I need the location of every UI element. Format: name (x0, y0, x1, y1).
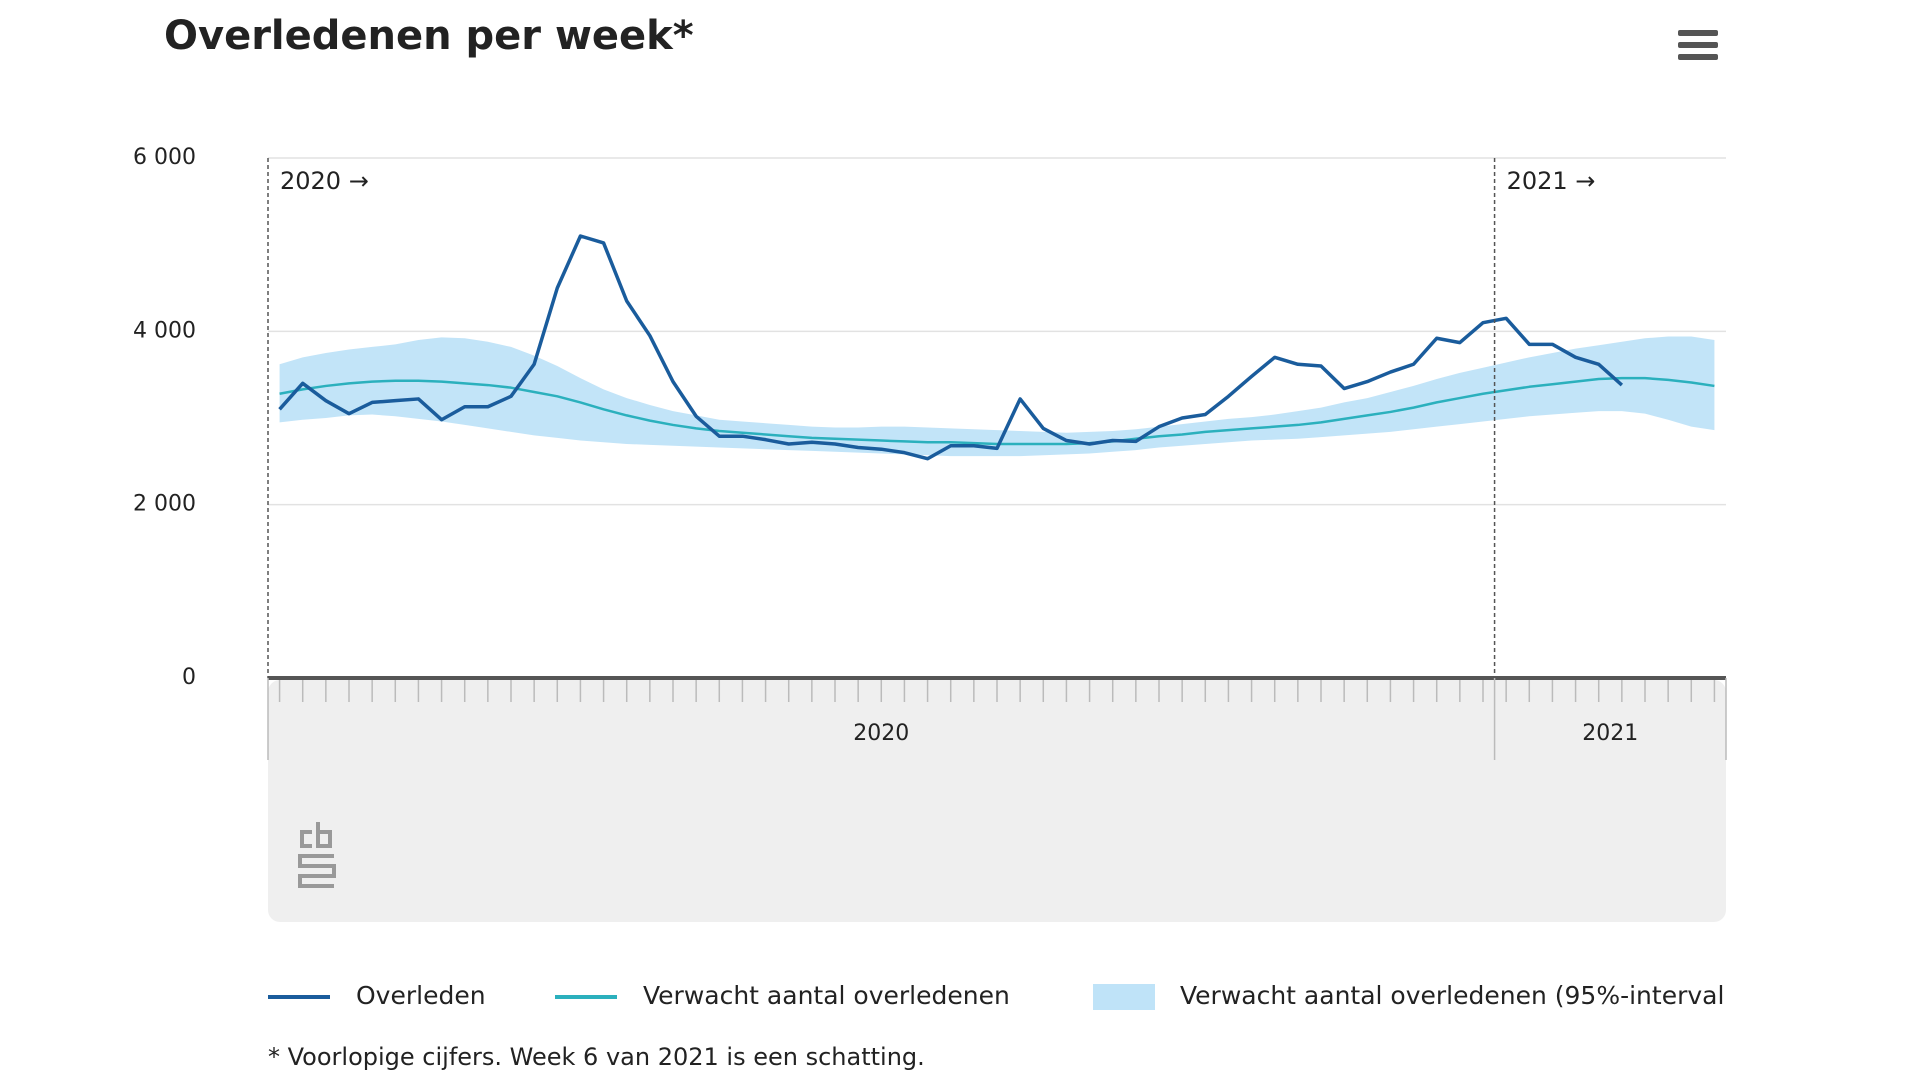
menu-bar (1678, 54, 1718, 60)
y-tick-label: 4 000 (133, 318, 196, 343)
footnote: * Voorlopige cijfers. Week 6 van 2021 is… (268, 1043, 925, 1071)
y-tick-label: 0 (182, 665, 196, 690)
legend-label: Verwacht aantal overledenen (643, 981, 1010, 1010)
year-annotation: 2020 → (280, 167, 369, 195)
year-annotation: 2021 → (1507, 167, 1596, 195)
menu-bar (1678, 42, 1718, 48)
series-line (278, 234, 1624, 461)
legend-swatch (1093, 984, 1155, 1010)
confidence-band (279, 336, 1715, 457)
series-line (279, 376, 1715, 446)
year-label: 2021 (1582, 721, 1638, 746)
y-tick-label: 2 000 (133, 492, 196, 517)
cbs-logo (298, 822, 336, 888)
navigator-panel (268, 680, 1726, 922)
menu-bar (1678, 30, 1718, 36)
menu-button[interactable] (1678, 30, 1718, 60)
year-label: 2020 (853, 721, 909, 746)
legend-label: Verwacht aantal overledenen (95%-interva… (1180, 981, 1724, 1010)
legend-label: Overleden (356, 981, 486, 1010)
y-tick-label: 6 000 (133, 145, 196, 170)
chart-title: Overledenen per week* (164, 13, 694, 59)
